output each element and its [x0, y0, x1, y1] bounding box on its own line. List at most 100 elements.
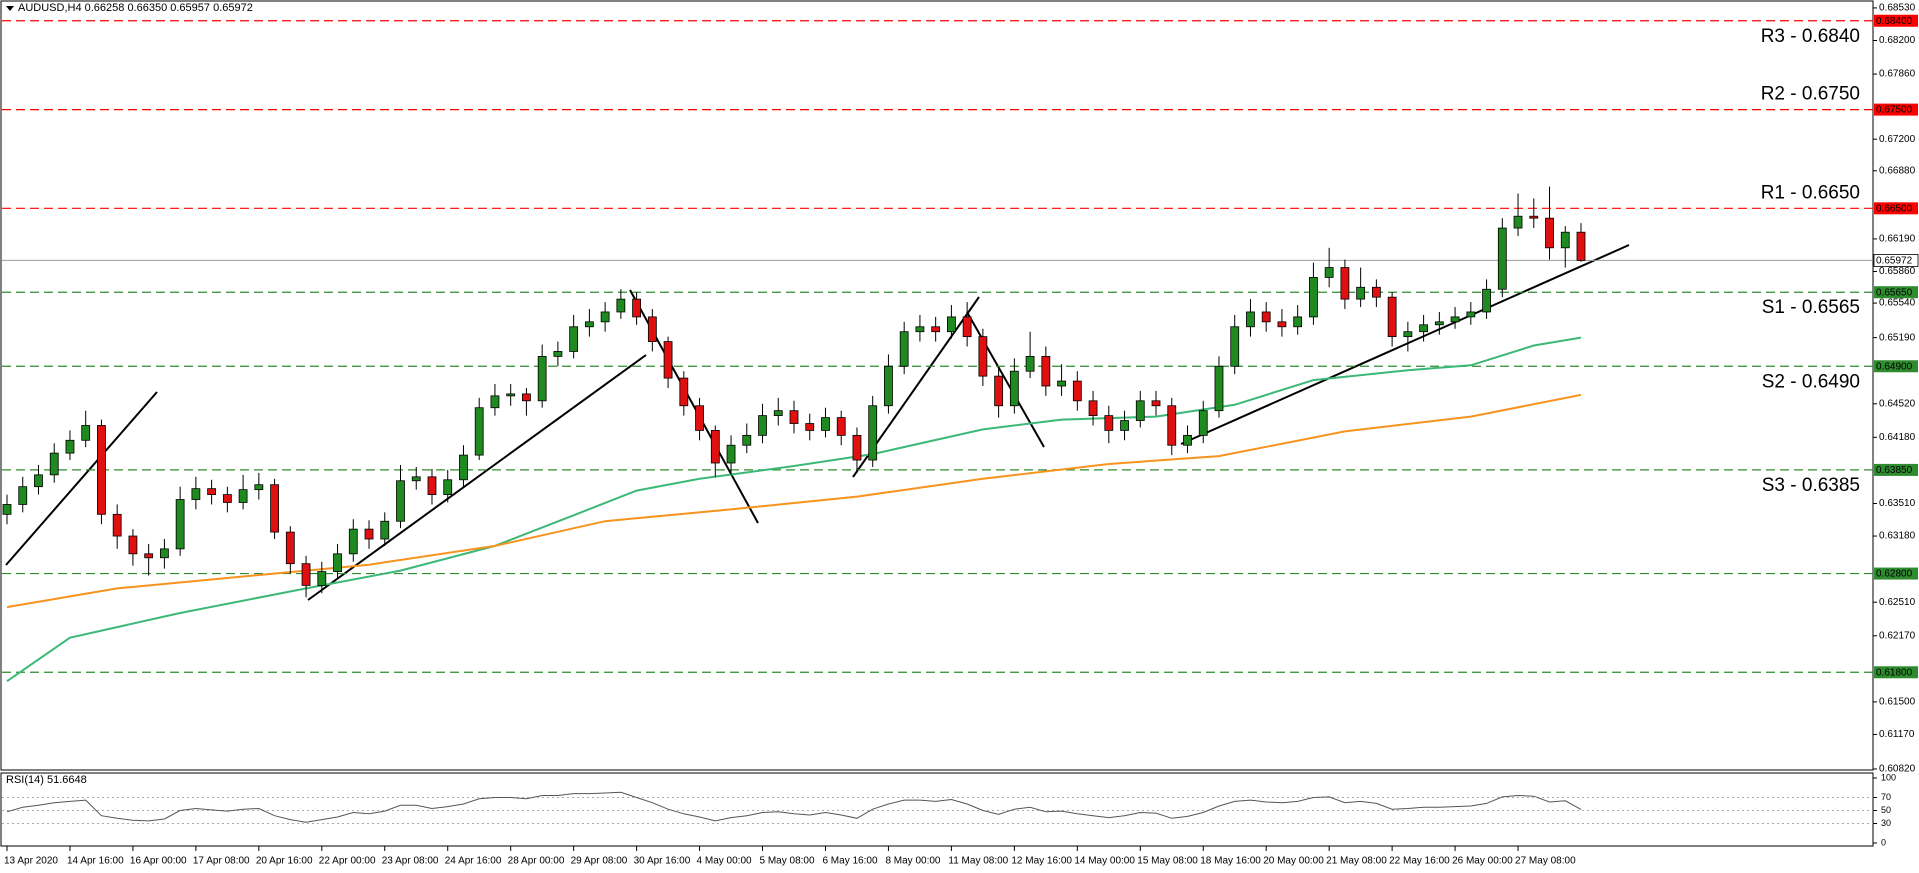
candle-body	[474, 407, 484, 456]
level-price-box	[1874, 103, 1918, 116]
candle-body	[1387, 296, 1397, 338]
candle-body	[1371, 286, 1381, 298]
y-tick-label: 0.65860	[1879, 266, 1916, 277]
rsi-line	[6, 791, 1582, 823]
x-tick-label: 17 Apr 08:00	[193, 856, 250, 867]
candle-body	[301, 563, 311, 586]
candle-body	[34, 474, 43, 488]
candle-body	[679, 377, 689, 407]
moving-average	[6, 336, 1582, 683]
x-tick-label: 22 Apr 00:00	[319, 856, 376, 867]
candle-body	[1230, 326, 1240, 367]
y-tick-label: 50	[1881, 805, 1891, 815]
candle-body	[411, 476, 421, 482]
candle-body	[1324, 267, 1334, 278]
x-tick-label: 20 Apr 16:00	[256, 856, 313, 867]
candle-body	[159, 548, 169, 559]
level-label: S1 - 0.6565	[1762, 297, 1860, 318]
candle-body	[97, 425, 106, 515]
x-tick-label: 14 Apr 16:00	[67, 856, 124, 867]
x-tick-label: 6 May 16:00	[822, 856, 877, 867]
x-tick-label: 18 May 16:00	[1200, 856, 1261, 867]
x-tick-label: 13 Apr 2020	[4, 856, 58, 867]
level-price-box	[1874, 666, 1918, 679]
y-tick-label: 0.60820	[1879, 764, 1916, 775]
candle-body	[773, 410, 783, 417]
candle-body	[1403, 331, 1413, 338]
candle-body	[459, 454, 468, 481]
candle-body	[632, 298, 641, 318]
candle-body	[522, 393, 531, 402]
candle-body	[1057, 380, 1066, 387]
candle-body	[1340, 267, 1350, 300]
candle-body	[1214, 365, 1224, 412]
rsi-panel	[0, 772, 1874, 847]
candle-body	[726, 444, 736, 464]
candle-body	[616, 298, 626, 313]
candle-body	[191, 488, 201, 500]
candle-body	[2, 504, 12, 515]
candle-body	[285, 531, 295, 565]
candle-body	[884, 365, 893, 407]
candle-body	[81, 425, 91, 441]
trendline	[1180, 244, 1630, 445]
level-price-label: 0.68400	[1876, 16, 1913, 27]
candle-body	[128, 535, 138, 555]
candle-body	[490, 395, 500, 409]
candle-body	[1560, 231, 1570, 249]
candle-body	[1041, 355, 1051, 387]
last-price-box	[1873, 254, 1919, 267]
candle-body	[1246, 311, 1255, 328]
candle-body	[1104, 415, 1114, 431]
y-tick-label: 0.68200	[1879, 35, 1916, 46]
x-tick-label: 23 Apr 08:00	[382, 856, 439, 867]
candle-body	[994, 375, 1004, 407]
level-price-box	[1874, 567, 1918, 580]
level-price-label: 0.65650	[1876, 287, 1913, 298]
candle-body	[49, 452, 59, 476]
candle-body	[144, 553, 154, 559]
last-price-label: 0.65972	[1876, 256, 1913, 267]
y-tick-label: 0.64520	[1879, 398, 1916, 409]
y-tick-label: 0.65190	[1879, 332, 1916, 343]
main-panel	[0, 0, 1874, 771]
level-label: R2 - 0.6750	[1761, 84, 1860, 105]
candle-body	[396, 480, 405, 522]
x-tick-label: 20 May 00:00	[1263, 856, 1324, 867]
x-tick-label: 26 May 00:00	[1452, 856, 1513, 867]
x-tick-label: 29 Apr 08:00	[571, 856, 628, 867]
candle-body	[222, 494, 232, 503]
candle-body	[553, 351, 563, 357]
candle-body	[1009, 370, 1019, 407]
trendline	[966, 311, 1045, 448]
trendlines	[5, 244, 1630, 601]
candle-body	[1167, 405, 1177, 446]
candle-body	[805, 423, 815, 431]
y-tick-label: 70	[1881, 792, 1891, 802]
candle-body	[427, 476, 437, 495]
candle-body	[1183, 434, 1192, 446]
candle-body	[1151, 400, 1161, 407]
candle-body	[1434, 321, 1444, 326]
level-price-label: 0.61800	[1876, 667, 1913, 678]
candle-body	[1072, 380, 1082, 402]
chart-title: AUDUSD,H4 0.66258 0.66350 0.65957 0.6597…	[18, 2, 253, 14]
candle-body	[647, 316, 657, 342]
candle-body	[1450, 316, 1460, 323]
menu-arrow[interactable]	[6, 6, 14, 11]
candle-body	[710, 430, 720, 464]
candle-body	[1088, 400, 1098, 417]
x-tick-label: 30 Apr 16:00	[634, 856, 691, 867]
candle-body	[1293, 316, 1303, 328]
candle-body	[65, 439, 75, 454]
candle-body	[742, 434, 752, 446]
candle-body	[852, 434, 862, 461]
candle-body	[1545, 217, 1554, 249]
candle-body	[695, 405, 704, 431]
candle-body	[1025, 355, 1035, 372]
y-tick-label: 0.66880	[1879, 165, 1916, 176]
candle-body	[175, 499, 185, 550]
candle-body	[18, 486, 28, 505]
candle-body	[915, 326, 925, 333]
level-price-label: 0.63850	[1876, 465, 1913, 476]
